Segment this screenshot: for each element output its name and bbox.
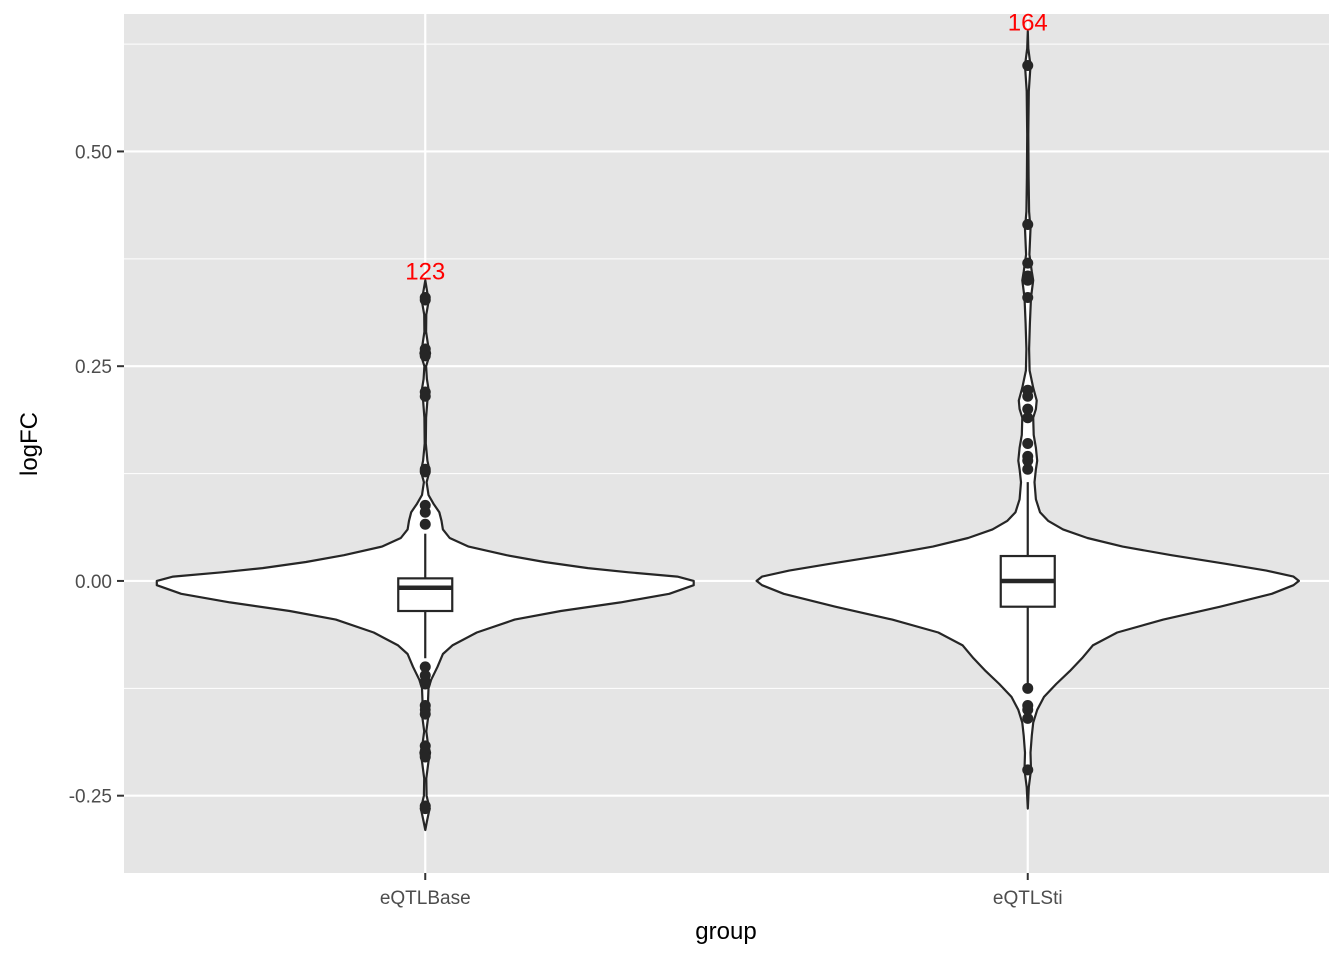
outlier-point [419, 390, 431, 402]
outlier-point [1022, 218, 1034, 230]
outlier-point [1022, 60, 1034, 72]
y-tick-label: 0.25 [75, 357, 112, 378]
outlier-point [1022, 438, 1034, 449]
plot-panel [124, 14, 1329, 873]
outlier-point [419, 506, 431, 518]
y-tick-label: -0.25 [69, 787, 112, 808]
count-label: 123 [405, 259, 445, 286]
outlier-point [1022, 712, 1034, 724]
outlier-point [1022, 704, 1034, 716]
outlier-point [419, 751, 431, 763]
outlier-point [1022, 403, 1034, 415]
box-eQTLBase [397, 577, 454, 613]
outlier-point [419, 699, 431, 711]
outlier-point [1022, 257, 1034, 269]
outlier-point [1022, 455, 1034, 467]
boxplots [397, 482, 1056, 685]
outlier-point [419, 518, 431, 530]
outlier-point [419, 803, 431, 815]
outlier-point [419, 466, 431, 478]
outlier-point [419, 678, 431, 690]
x-tick-label: eQTLBase [380, 888, 471, 909]
outlier-point [1022, 390, 1034, 402]
y-tick-label: 0.00 [75, 572, 112, 593]
outlier-point [419, 350, 431, 362]
outlier-point [1022, 412, 1034, 424]
outlier-point [1022, 463, 1034, 475]
outlier-point [419, 661, 431, 673]
y-tick-label: 0.50 [75, 142, 112, 163]
outlier-point [419, 294, 431, 306]
axes: -0.25 0.00 0.25 0.50 eQTLBase eQTLSti [69, 142, 1063, 909]
count-labels: 123 164 [405, 10, 1048, 286]
x-tick-label: eQTLSti [993, 888, 1063, 909]
x-axis-title: group [695, 918, 756, 945]
outlier-point [1022, 682, 1034, 694]
outlier-point [1022, 764, 1034, 776]
outlier-point [1022, 291, 1034, 303]
count-label: 164 [1008, 10, 1048, 37]
outlier-point [1022, 274, 1034, 286]
outlier-point [419, 708, 431, 720]
y-axis-title: logFC [16, 412, 43, 476]
outlier-points [419, 60, 1034, 815]
